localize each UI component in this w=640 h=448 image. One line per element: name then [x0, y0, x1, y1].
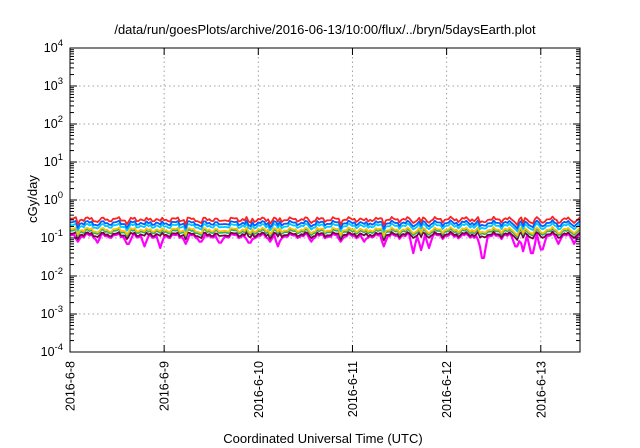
x-tick-label: 2016-6-10	[252, 361, 266, 418]
y-tick-label: 104	[44, 38, 63, 55]
x-tick-label: 2016-6-8	[64, 361, 78, 411]
y-tick-labels: 104 103 102 101 100 10-1 10-2 10-3 10-4	[41, 38, 63, 359]
plot-border	[69, 47, 581, 353]
y-tick-label: 102	[44, 114, 63, 131]
x-tick-label: 2016-6-11	[346, 361, 360, 417]
series-line-4	[70, 226, 581, 237]
x-tick-label: 2016-6-13	[534, 361, 548, 418]
y-tick-label: 103	[44, 76, 63, 93]
y-tick-label: 100	[44, 190, 63, 207]
y-axis-label: cGy/day	[25, 175, 40, 223]
y-tick-label: 10-4	[41, 342, 63, 359]
series-line-7	[70, 215, 581, 227]
y-tick-label: 10-3	[41, 304, 63, 321]
grid-lines	[70, 48, 580, 352]
y-tick-label: 101	[44, 152, 63, 169]
x-tick-labels: 2016-6-8 2016-6-9 2016-6-10 2016-6-11 2016-6…	[64, 361, 549, 418]
series-line-2	[70, 230, 581, 242]
plot-frame	[69, 47, 581, 353]
y-tick-label: 10-1	[41, 228, 63, 245]
x-axis-label: Coordinated Universal Time (UTC)	[223, 431, 422, 446]
y-tick-label: 10-2	[41, 266, 63, 283]
series-line-6	[70, 219, 581, 230]
x-tick-label: 2016-6-9	[158, 361, 172, 411]
series-line-5	[69, 222, 581, 233]
series-group	[69, 215, 581, 259]
chart-title: /data/run/goesPlots/archive/2016-06-13/1…	[114, 22, 536, 37]
x-tick-label: 2016-6-12	[440, 361, 454, 418]
series-line-3	[70, 227, 581, 239]
